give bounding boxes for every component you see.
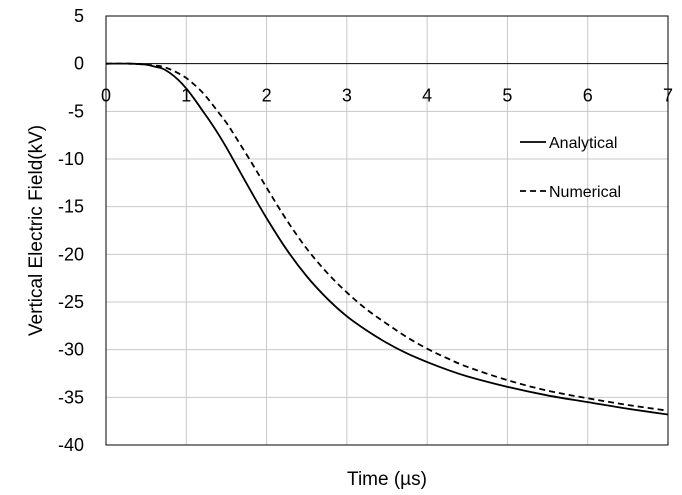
- x-tick-label: 7: [663, 86, 673, 106]
- x-axis-title: Time (µs): [347, 469, 427, 490]
- y-tick-label: 5: [74, 6, 84, 26]
- legend-label-numerical: Numerical: [549, 184, 621, 201]
- x-tick-label: 4: [422, 86, 432, 106]
- legend-label-analytical: Analytical: [549, 135, 617, 152]
- x-tick-label: 6: [583, 86, 593, 106]
- plot-area-frame: [105, 15, 669, 446]
- y-tick-label: -25: [58, 292, 84, 312]
- series-analytical-line: [105, 62, 669, 416]
- x-tick-label: 3: [342, 86, 352, 106]
- y-tick-label: -5: [68, 101, 84, 121]
- tick-labels: 0 1 2 3 4 5 6 7 5 0 -5 -10 -15 -20 -25 -30 -35 -40: [58, 6, 673, 455]
- grid: [106, 16, 668, 445]
- y-tick-label: -30: [58, 340, 84, 360]
- x-tick-label: 0: [101, 86, 111, 106]
- x-tick-label: 1: [181, 86, 191, 106]
- y-tick-label: -40: [58, 435, 84, 455]
- legend: Analytical Numerical: [520, 135, 621, 201]
- y-tick-label: -20: [58, 244, 84, 264]
- y-tick-label: -15: [58, 197, 84, 217]
- y-tick-label: -35: [58, 387, 84, 407]
- series-layer: [105, 62, 669, 416]
- series-numerical-line: [105, 62, 669, 412]
- y-tick-label: 0: [74, 54, 84, 74]
- x-tick-label: 2: [262, 86, 272, 106]
- x-tick-label: 5: [502, 86, 512, 106]
- y-tick-label: -10: [58, 149, 84, 169]
- y-axis-title: Vertical Electric Field(kV): [26, 125, 47, 336]
